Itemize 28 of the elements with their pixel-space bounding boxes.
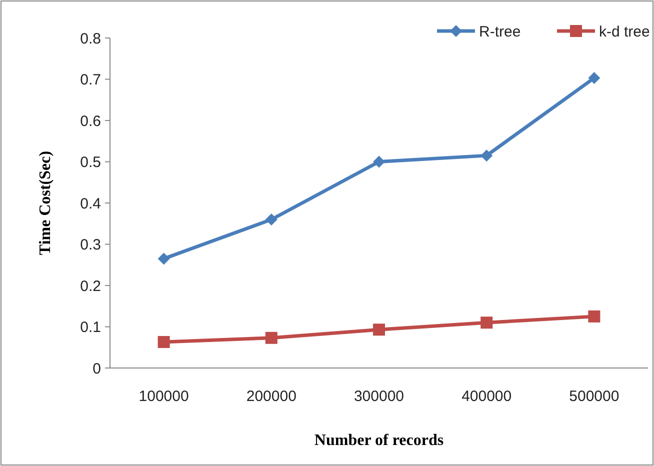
y-axis-title: Time Cost(Sec) [37, 150, 54, 256]
y-tick-label: 0 [92, 360, 101, 378]
x-tick-label: 200000 [246, 388, 296, 405]
point [158, 252, 170, 265]
point [588, 72, 600, 84]
y-tick-label: 0.1 [80, 319, 101, 336]
x-tick-label: 300000 [354, 388, 404, 405]
point [265, 214, 278, 226]
point [588, 310, 600, 322]
x-tick-label: 100000 [138, 388, 189, 405]
y-tick-label: 0.6 [80, 112, 101, 130]
point [373, 324, 385, 336]
legend-label: R-tree [479, 23, 521, 40]
x-tick-label: 500000 [569, 388, 620, 405]
y-tick-label: 0.3 [80, 236, 101, 254]
y-tick-label: 0.2 [80, 278, 101, 295]
point [480, 316, 493, 329]
legend-label: k-d tree [599, 23, 650, 40]
x-axis-title: Number of records [314, 432, 444, 449]
y-tick-label: 0.7 [80, 72, 101, 88]
point [480, 150, 493, 162]
x-tick-label: 400000 [462, 388, 512, 405]
point [265, 332, 278, 344]
y-tick-label: 0.5 [80, 154, 101, 171]
point [158, 336, 170, 348]
y-tick-label: 0.4 [80, 195, 101, 212]
y-tick-label: 0.8 [80, 30, 101, 48]
point [373, 156, 385, 168]
